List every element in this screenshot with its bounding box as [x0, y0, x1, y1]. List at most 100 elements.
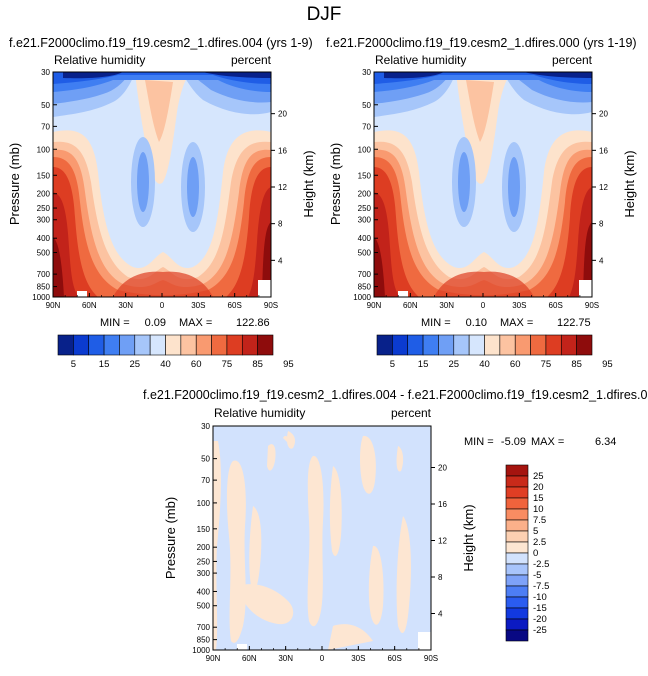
colorbar-swatch — [505, 552, 529, 565]
y-tick-label: 850 — [37, 283, 51, 292]
colorbar-swatch — [505, 596, 529, 609]
colorbar-label: 5 — [390, 359, 395, 370]
x-tick-label: 60S — [549, 301, 563, 310]
height-tick-label: 20 — [599, 110, 608, 119]
height-tick-label: 16 — [599, 146, 608, 155]
right-string: percent — [391, 406, 432, 420]
colorbar-swatch — [505, 464, 529, 477]
y-tick-label: 150 — [37, 171, 51, 180]
colorbar-label: -2.5 — [533, 559, 549, 570]
colorbar-label: 95 — [283, 359, 294, 370]
colorbar-swatch — [505, 475, 529, 488]
x-tick-label: 30S — [191, 301, 205, 310]
y-tick-label: 300 — [197, 569, 211, 578]
panel-control: f.e21.F2000climo.f19_f19.cesm2_1.dfires.… — [7, 36, 316, 370]
x-tick-label: 60S — [228, 301, 242, 310]
x-tick-label: 90S — [585, 301, 599, 310]
left-string: Relative humidity — [214, 406, 305, 420]
colorbar-label: 5 — [71, 359, 76, 370]
y-tick-label: 300 — [37, 216, 51, 225]
y-tick-label: 500 — [358, 249, 372, 258]
colorbar-label: 85 — [571, 359, 582, 370]
y-tick-label: 500 — [197, 602, 211, 611]
y-axis-label: Pressure (mb) — [7, 143, 22, 225]
max-label: MAX = — [179, 317, 212, 329]
colorbar-swatch — [505, 585, 529, 598]
colorbar-swatch — [560, 334, 577, 356]
y-tick-label: 50 — [362, 101, 371, 110]
colorbar-swatch — [211, 334, 228, 356]
max-value: 6.34 — [595, 436, 616, 448]
colorbar-swatch — [376, 334, 393, 356]
colorbar-label: 40 — [160, 359, 171, 370]
max-value: 122.86 — [236, 317, 270, 329]
colorbar-swatch — [195, 334, 212, 356]
y-tick-label: 1000 — [192, 646, 210, 655]
colorbar-swatch — [545, 334, 562, 356]
y-tick-label: 250 — [37, 204, 51, 213]
y-tick-label: 700 — [197, 623, 211, 632]
y-tick-label: 200 — [197, 543, 211, 552]
y-tick-label: 300 — [358, 216, 372, 225]
min-label: MIN = — [421, 317, 451, 329]
rh-field — [374, 72, 592, 297]
right-string: percent — [231, 53, 272, 67]
rh-field — [53, 72, 271, 297]
colorbar-swatch — [505, 574, 529, 587]
colorbar-label: 0 — [533, 548, 538, 559]
height-tick-label: 8 — [599, 220, 604, 229]
figure-title: DJF — [307, 4, 342, 25]
colorbar-swatch — [505, 486, 529, 499]
colorbar-swatch — [407, 334, 424, 356]
y-axis-right-label: Height (km) — [461, 504, 476, 571]
colorbar-swatch — [530, 334, 547, 356]
y-tick-label: 700 — [358, 270, 372, 279]
colorbar-swatch — [241, 334, 258, 356]
colorbar-swatch — [73, 334, 90, 356]
colorbar-label: 20 — [533, 482, 544, 493]
colorbar-label: 25 — [129, 359, 140, 370]
height-tick-label: 8 — [278, 220, 283, 229]
colorbar-swatch — [576, 334, 593, 356]
colorbar-main-left: 5 15 25 40 60 75 85 95 — [57, 334, 294, 370]
colorbar-label: -10 — [533, 592, 547, 603]
colorbar-swatch — [484, 334, 501, 356]
stats-line: MIN = 0.10 MAX = 122.75 — [421, 317, 591, 329]
x-tick-label: 30S — [512, 301, 526, 310]
colorbar-swatch — [514, 334, 531, 356]
y-axis-label: Pressure (mb) — [328, 143, 343, 225]
x-tick-label: 60N — [403, 301, 418, 310]
colorbar-label: 15 — [99, 359, 110, 370]
colorbar-label: 15 — [418, 359, 429, 370]
y-tick-label: 100 — [358, 145, 372, 154]
colorbar-label: 60 — [510, 359, 521, 370]
colorbar-swatch — [88, 334, 105, 356]
right-string: percent — [552, 53, 593, 67]
height-tick-label: 4 — [438, 609, 443, 618]
y-tick-label: 30 — [362, 68, 371, 77]
panel-test: f.e21.F2000climo.f19_f19.cesm2_1.dfires.… — [326, 36, 637, 370]
colorbar-swatch — [468, 334, 485, 356]
colorbar-label: 95 — [602, 359, 613, 370]
y-tick-label: 50 — [201, 455, 210, 464]
colorbar-label: 2.5 — [533, 537, 546, 548]
y-tick-label: 70 — [362, 122, 371, 131]
x-tick-label: 90S — [424, 654, 438, 663]
colorbar-swatch — [103, 334, 120, 356]
x-tick-label: 30S — [351, 654, 365, 663]
y-tick-label: 150 — [197, 525, 211, 534]
x-tick-label: 90N — [367, 301, 382, 310]
min-value: 0.10 — [466, 317, 487, 329]
y-tick-label: 400 — [197, 587, 211, 596]
colorbar-label: 5 — [533, 526, 538, 537]
max-value: 122.75 — [557, 317, 591, 329]
y-tick-label: 150 — [358, 171, 372, 180]
colorbar-swatch — [422, 334, 439, 356]
colorbar-swatch — [226, 334, 243, 356]
colorbar-swatch — [505, 519, 529, 532]
y-tick-label: 70 — [41, 122, 50, 131]
colorbar-label: -7.5 — [533, 581, 549, 592]
colorbar-swatch — [505, 563, 529, 576]
